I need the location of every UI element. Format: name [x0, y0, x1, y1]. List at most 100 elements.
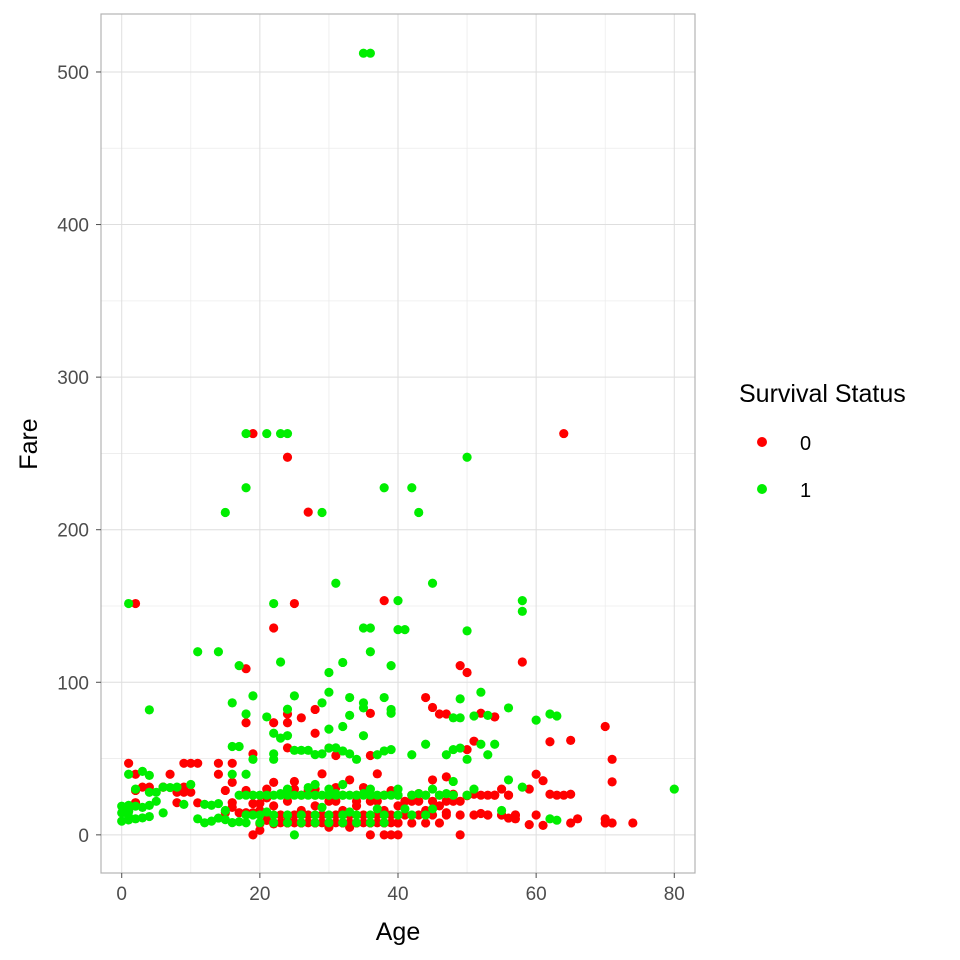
point-series-1: [400, 625, 410, 635]
point-series-0: [379, 596, 389, 606]
point-series-1: [227, 741, 237, 752]
point-series-1: [462, 754, 472, 764]
point-series-0: [372, 818, 382, 828]
point-series-1: [324, 810, 334, 820]
point-series-1: [455, 743, 465, 753]
point-series-1: [124, 807, 134, 817]
point-series-1: [144, 705, 154, 715]
point-series-0: [490, 790, 500, 800]
point-series-1: [503, 703, 514, 713]
point-series-0: [434, 818, 445, 828]
point-series-1: [338, 779, 348, 790]
point-series-1: [462, 626, 472, 636]
point-series-1: [206, 816, 217, 826]
point-series-1: [269, 749, 279, 759]
point-series-1: [351, 810, 362, 820]
point-series-0: [566, 789, 576, 799]
point-series-1: [351, 790, 362, 800]
point-series-1: [275, 789, 286, 799]
point-series-1: [324, 818, 334, 828]
point-series-1: [117, 816, 127, 826]
point-series-1: [282, 784, 293, 794]
point-series-0: [490, 712, 500, 722]
point-series-1: [351, 754, 362, 764]
point-series-1: [310, 818, 320, 828]
x-axis-title: Age: [376, 918, 420, 946]
point-series-1: [213, 813, 224, 823]
point-series-1: [545, 814, 555, 824]
point-series-1: [358, 789, 369, 799]
point-series-0: [441, 796, 451, 806]
point-series-1: [448, 713, 458, 723]
point-series-1: [317, 507, 327, 518]
y-axis-ticks: 0 100 200 300 400 500: [57, 63, 101, 847]
point-series-1: [227, 698, 237, 708]
point-series-0: [400, 796, 410, 806]
point-series-1: [448, 790, 458, 800]
point-series-0: [386, 818, 396, 828]
point-series-1: [220, 805, 230, 816]
point-series-1: [393, 596, 403, 606]
point-series-0: [331, 810, 341, 820]
point-series-1: [517, 606, 527, 616]
point-series-0: [476, 808, 486, 819]
point-series-0: [559, 790, 569, 800]
point-series-0: [434, 801, 445, 811]
point-series-1: [137, 802, 148, 812]
y-tick-label: 100: [57, 673, 89, 694]
point-series-1: [483, 710, 493, 720]
point-series-0: [227, 777, 237, 787]
point-series-1: [269, 598, 279, 609]
point-series-0: [227, 802, 237, 812]
point-series-1: [158, 808, 168, 818]
point-series-1: [303, 745, 313, 755]
legend-label-0: 0: [800, 433, 811, 455]
point-series-1: [234, 741, 244, 752]
point-series-1: [379, 483, 389, 493]
point-series-0: [165, 769, 175, 779]
point-series-1: [331, 743, 341, 753]
point-series-1: [275, 657, 286, 667]
point-series-1: [365, 48, 375, 58]
point-series-0: [234, 808, 244, 818]
point-series-0: [566, 818, 576, 828]
point-series-0: [379, 830, 389, 840]
point-series-0: [441, 772, 451, 782]
point-series-0: [421, 692, 431, 703]
point-series-1: [441, 789, 451, 799]
point-series-0: [462, 667, 472, 678]
point-series-0: [441, 709, 451, 719]
point-series-1: [234, 790, 244, 800]
point-series-0: [365, 750, 375, 761]
point-series-1: [130, 784, 141, 794]
point-series-1: [317, 790, 327, 800]
point-series-1: [248, 790, 258, 800]
point-series-0: [289, 776, 299, 787]
point-series-1: [275, 428, 286, 439]
point-series-1: [379, 810, 389, 820]
point-series-0: [455, 796, 465, 806]
point-series-1: [282, 810, 293, 820]
point-series-0: [179, 782, 189, 792]
point-series-1: [317, 698, 327, 708]
point-series-1: [469, 711, 479, 721]
point-series-1: [248, 691, 258, 701]
point-series-0: [476, 708, 486, 718]
x-tick-label: 60: [526, 884, 547, 905]
point-series-1: [324, 687, 334, 697]
point-series-1: [130, 814, 141, 824]
point-series-0: [317, 769, 327, 779]
point-series-1: [296, 810, 306, 820]
point-series-1: [130, 801, 141, 811]
point-series-1: [179, 799, 189, 809]
point-series-1: [248, 754, 258, 764]
point-series-1: [414, 507, 424, 518]
x-tick-label: 40: [387, 884, 408, 905]
point-series-0: [434, 709, 445, 719]
point-series-1: [289, 745, 299, 755]
point-series-1: [213, 647, 224, 657]
point-series-0: [600, 818, 610, 828]
legend-title: Survival Status: [739, 380, 906, 408]
point-series-0: [427, 775, 438, 785]
x-tick-label: 20: [249, 884, 270, 905]
